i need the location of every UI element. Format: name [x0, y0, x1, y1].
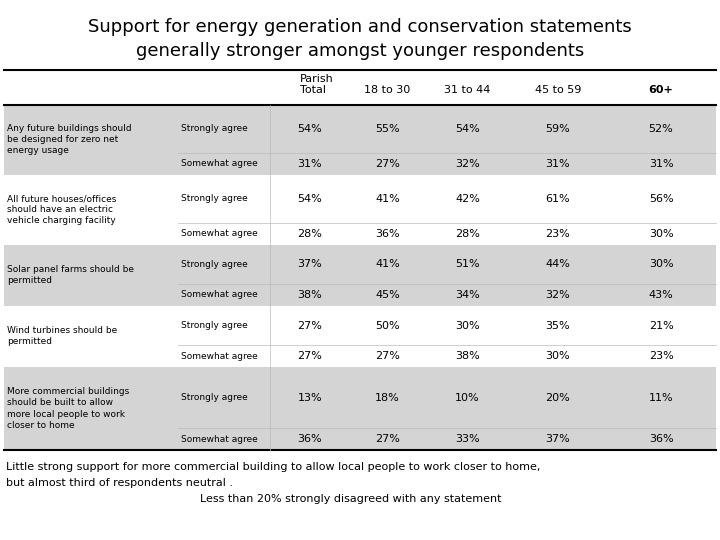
Bar	[4, 367, 716, 450]
Text: 35%: 35%	[546, 321, 570, 330]
Text: 54%: 54%	[297, 124, 323, 134]
Text: Less than 20% strongly disagreed with any statement: Less than 20% strongly disagreed with an…	[200, 494, 502, 504]
Text: 23%: 23%	[649, 351, 673, 361]
Text: Strongly agree: Strongly agree	[181, 194, 248, 204]
Bar	[4, 245, 716, 306]
Text: 36%: 36%	[649, 434, 673, 444]
Text: Little strong support for more commercial building to allow local people to work: Little strong support for more commercia…	[6, 462, 541, 472]
Text: 28%: 28%	[297, 229, 323, 239]
Text: 37%: 37%	[546, 434, 570, 444]
Text: 21%: 21%	[649, 321, 673, 330]
Text: 32%: 32%	[546, 290, 570, 300]
Bar	[4, 105, 716, 175]
Text: 30%: 30%	[649, 229, 673, 239]
Text: Total: Total	[300, 85, 326, 95]
Text: 41%: 41%	[375, 259, 400, 269]
Text: Somewhat agree: Somewhat agree	[181, 291, 258, 300]
Text: 61%: 61%	[546, 194, 570, 204]
Bar	[4, 306, 716, 367]
Text: 59%: 59%	[546, 124, 570, 134]
Text: 43%: 43%	[649, 290, 673, 300]
Text: 20%: 20%	[546, 393, 570, 403]
Text: but almost third of respondents neutral .: but almost third of respondents neutral …	[6, 478, 233, 488]
Text: 52%: 52%	[649, 124, 673, 134]
Text: More commercial buildings
should be built to allow
more local people to work
clo: More commercial buildings should be buil…	[7, 387, 130, 430]
Text: 23%: 23%	[546, 229, 570, 239]
Text: 60+: 60+	[649, 85, 673, 96]
Text: 38%: 38%	[297, 290, 323, 300]
Text: 36%: 36%	[375, 229, 400, 239]
Text: 27%: 27%	[375, 159, 400, 169]
Text: Somewhat agree: Somewhat agree	[181, 159, 258, 168]
Text: 51%: 51%	[455, 259, 480, 269]
Text: 54%: 54%	[297, 194, 323, 204]
Text: 33%: 33%	[455, 434, 480, 444]
Text: 37%: 37%	[297, 259, 323, 269]
Text: 18%: 18%	[375, 393, 400, 403]
Text: 32%: 32%	[455, 159, 480, 169]
Text: 28%: 28%	[455, 229, 480, 239]
Text: 54%: 54%	[455, 124, 480, 134]
Text: generally stronger amongst younger respondents: generally stronger amongst younger respo…	[136, 42, 584, 60]
Text: 31%: 31%	[297, 159, 323, 169]
Text: Strongly agree: Strongly agree	[181, 124, 248, 133]
Text: 50%: 50%	[375, 321, 400, 330]
Text: Strongly agree: Strongly agree	[181, 260, 248, 269]
Text: 36%: 36%	[297, 434, 323, 444]
Text: 42%: 42%	[455, 194, 480, 204]
Text: 45 to 59: 45 to 59	[535, 85, 581, 96]
Text: 44%: 44%	[546, 259, 570, 269]
Text: Somewhat agree: Somewhat agree	[181, 435, 258, 443]
Text: 30%: 30%	[546, 351, 570, 361]
Text: Support for energy generation and conservation statements: Support for energy generation and conser…	[88, 18, 632, 36]
Text: 27%: 27%	[375, 351, 400, 361]
Text: 30%: 30%	[649, 259, 673, 269]
Text: 45%: 45%	[375, 290, 400, 300]
Text: 13%: 13%	[297, 393, 323, 403]
Text: 27%: 27%	[297, 351, 323, 361]
Bar	[4, 70, 716, 105]
Text: All future houses/offices
should have an electric
vehicle charging facility: All future houses/offices should have an…	[7, 194, 117, 225]
Text: Strongly agree: Strongly agree	[181, 321, 248, 330]
Text: Wind turbines should be
permitted: Wind turbines should be permitted	[7, 326, 117, 347]
Text: Parish: Parish	[300, 74, 334, 84]
Text: 31 to 44: 31 to 44	[444, 85, 491, 96]
Text: Strongly agree: Strongly agree	[181, 393, 248, 402]
Text: 34%: 34%	[455, 290, 480, 300]
Text: 55%: 55%	[375, 124, 400, 134]
Text: 27%: 27%	[375, 434, 400, 444]
Text: Somewhat agree: Somewhat agree	[181, 230, 258, 238]
Text: 56%: 56%	[649, 194, 673, 204]
Text: 11%: 11%	[649, 393, 673, 403]
Text: 38%: 38%	[455, 351, 480, 361]
Text: Any future buildings should
be designed for zero net
energy usage: Any future buildings should be designed …	[7, 124, 132, 156]
Text: 30%: 30%	[455, 321, 480, 330]
Text: Somewhat agree: Somewhat agree	[181, 352, 258, 361]
Bar	[4, 175, 716, 245]
Text: 31%: 31%	[546, 159, 570, 169]
Text: 10%: 10%	[455, 393, 480, 403]
Text: Solar panel farms should be
permitted: Solar panel farms should be permitted	[7, 265, 134, 285]
Text: 27%: 27%	[297, 321, 323, 330]
Text: 41%: 41%	[375, 194, 400, 204]
Text: 18 to 30: 18 to 30	[364, 85, 410, 96]
Text: 31%: 31%	[649, 159, 673, 169]
